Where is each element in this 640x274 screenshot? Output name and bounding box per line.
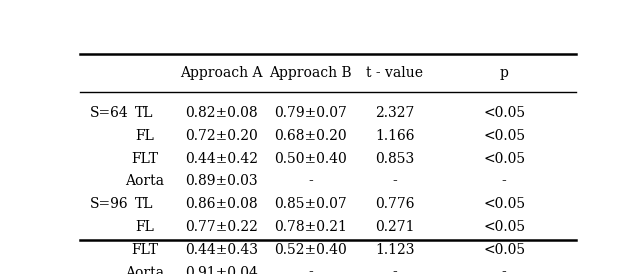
Text: TL: TL (135, 197, 154, 211)
Text: 2.327: 2.327 (375, 106, 415, 120)
Text: S=64: S=64 (90, 106, 129, 120)
Text: -: - (502, 266, 506, 274)
Text: Approach A: Approach A (180, 66, 262, 80)
Text: S=96: S=96 (90, 197, 129, 211)
Text: <0.05: <0.05 (483, 197, 525, 211)
Text: TL: TL (135, 106, 154, 120)
Text: <0.05: <0.05 (483, 152, 525, 165)
Text: 0.82±0.08: 0.82±0.08 (185, 106, 258, 120)
Text: 0.853: 0.853 (375, 152, 415, 165)
Text: <0.05: <0.05 (483, 220, 525, 234)
Text: Aorta: Aorta (125, 266, 164, 274)
Text: p: p (500, 66, 509, 80)
Text: Approach B: Approach B (269, 66, 352, 80)
Text: -: - (392, 266, 397, 274)
Text: 0.271: 0.271 (375, 220, 415, 234)
Text: t - value: t - value (367, 66, 424, 80)
Text: 0.52±0.40: 0.52±0.40 (275, 243, 347, 257)
Text: <0.05: <0.05 (483, 129, 525, 143)
Text: 0.72±0.20: 0.72±0.20 (185, 129, 258, 143)
Text: 1.123: 1.123 (375, 243, 415, 257)
Text: Aorta: Aorta (125, 175, 164, 189)
Text: 0.91±0.04: 0.91±0.04 (185, 266, 258, 274)
Text: -: - (308, 266, 313, 274)
Text: 1.166: 1.166 (375, 129, 415, 143)
Text: -: - (392, 175, 397, 189)
Text: <0.05: <0.05 (483, 243, 525, 257)
Text: 0.44±0.43: 0.44±0.43 (185, 243, 258, 257)
Text: FLT: FLT (131, 243, 158, 257)
Text: 0.89±0.03: 0.89±0.03 (185, 175, 258, 189)
Text: 0.77±0.22: 0.77±0.22 (185, 220, 258, 234)
Text: 0.78±0.21: 0.78±0.21 (274, 220, 347, 234)
Text: 0.44±0.42: 0.44±0.42 (185, 152, 258, 165)
Text: 0.85±0.07: 0.85±0.07 (275, 197, 347, 211)
Text: 0.776: 0.776 (375, 197, 415, 211)
Text: 0.68±0.20: 0.68±0.20 (275, 129, 347, 143)
Text: 0.79±0.07: 0.79±0.07 (274, 106, 347, 120)
Text: <0.05: <0.05 (483, 106, 525, 120)
Text: 0.86±0.08: 0.86±0.08 (185, 197, 258, 211)
Text: -: - (308, 175, 313, 189)
Text: FLT: FLT (131, 152, 158, 165)
Text: FL: FL (135, 220, 154, 234)
Text: 0.50±0.40: 0.50±0.40 (275, 152, 347, 165)
Text: -: - (502, 175, 506, 189)
Text: FL: FL (135, 129, 154, 143)
